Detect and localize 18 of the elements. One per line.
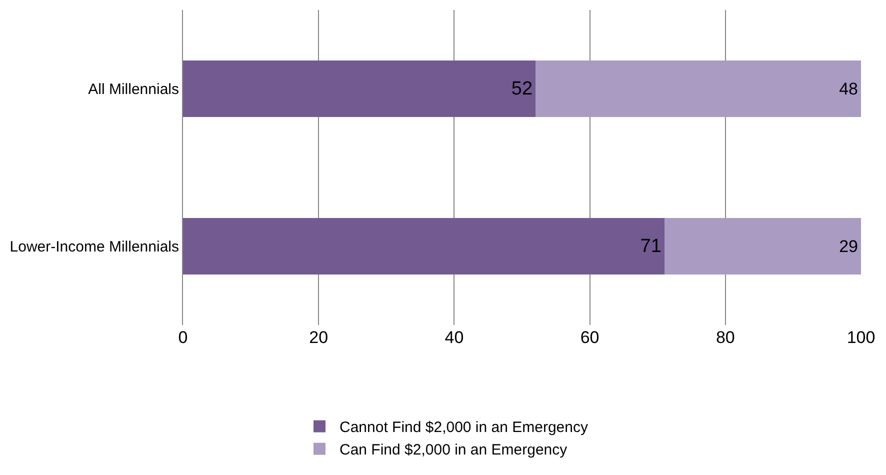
x-tick-label: 100 [846, 328, 876, 347]
data-label: 71 [640, 236, 662, 257]
data-label: 52 [511, 78, 533, 100]
legend-label: Can Find $2,000 in an Emergency [340, 442, 568, 459]
x-tick-label: 60 [580, 328, 600, 347]
bar [536, 60, 861, 118]
x-tick-label: 40 [444, 328, 464, 347]
data-label: 29 [839, 236, 858, 256]
bar [183, 60, 536, 118]
x-tick-label: 0 [178, 328, 188, 347]
x-tick-label: 80 [716, 328, 735, 347]
legend-label: Cannot Find $2,000 in an Emergency [340, 419, 588, 436]
x-tick-label: 20 [309, 328, 328, 347]
bar [183, 218, 664, 275]
bar [664, 218, 861, 275]
data-label: 48 [839, 79, 858, 98]
y-tick-label: All Millennials [88, 81, 179, 98]
y-tick-label: Lower-Income Millennials [10, 238, 179, 256]
